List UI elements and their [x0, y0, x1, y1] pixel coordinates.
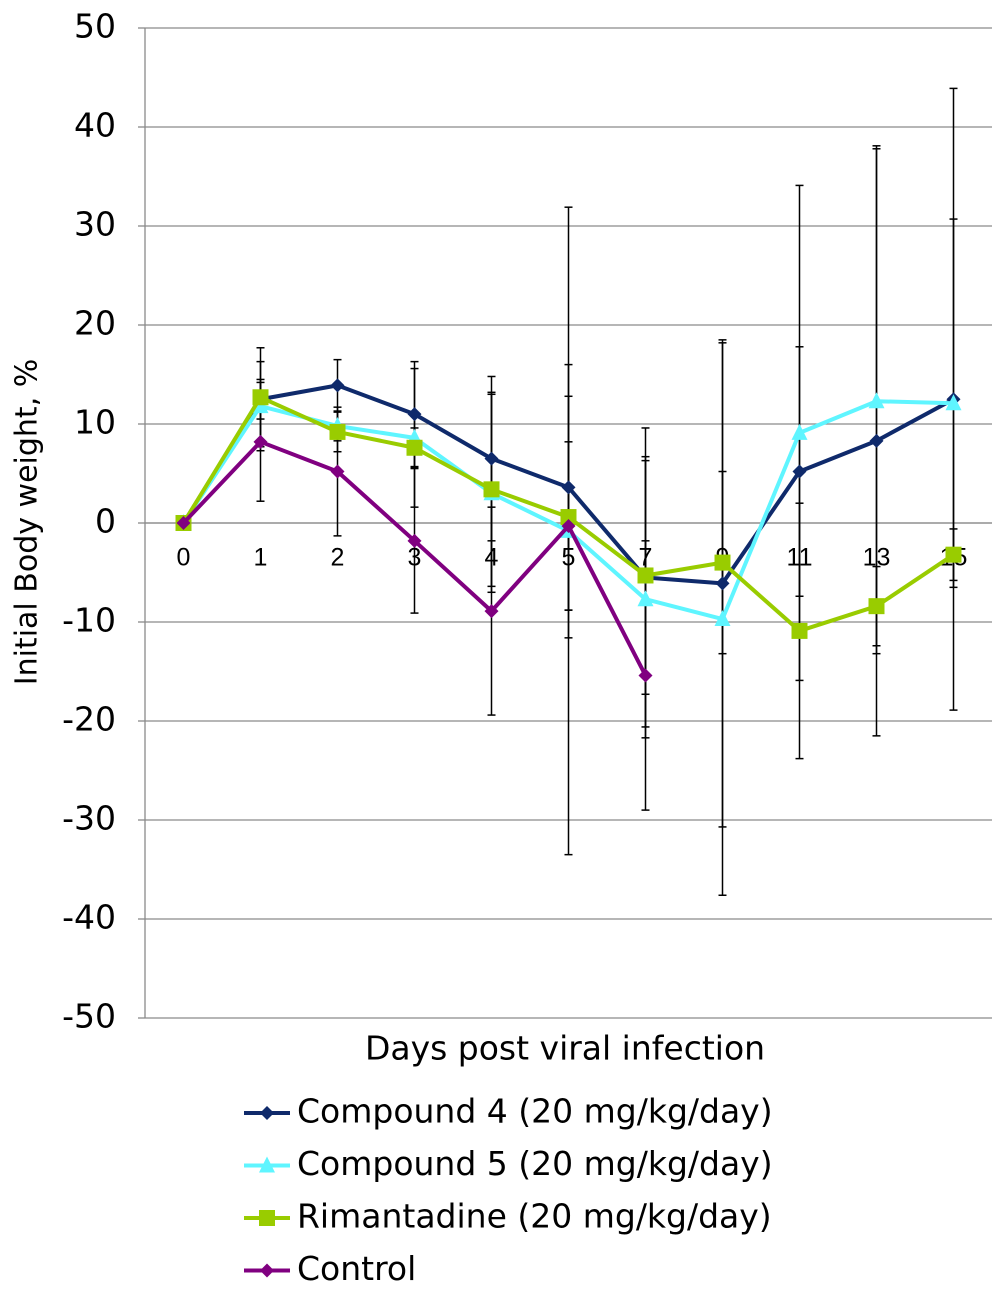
y-tick-label: -30: [62, 799, 116, 838]
marker: [406, 439, 423, 456]
y-tick-label: 20: [74, 304, 116, 343]
marker: [176, 516, 191, 530]
x-axis-label: Days post viral infection: [365, 1029, 765, 1068]
marker: [483, 481, 500, 498]
y-tick-label: 10: [74, 403, 116, 442]
marker: [945, 394, 962, 411]
marker: [791, 423, 808, 440]
legend-marker: [259, 1156, 275, 1173]
x-tick-label: 0: [177, 544, 191, 572]
y-tick-label: -50: [62, 997, 116, 1036]
marker: [407, 533, 422, 548]
marker: [330, 464, 345, 479]
marker: [715, 576, 730, 591]
marker: [407, 407, 422, 422]
marker: [638, 668, 653, 683]
legend-marker: [260, 1263, 274, 1278]
marker: [869, 433, 884, 448]
marker: [714, 610, 731, 627]
y-tick-label: 50: [74, 7, 116, 46]
marker: [329, 423, 346, 440]
marker: [560, 509, 577, 526]
marker: [561, 518, 576, 533]
marker: [253, 434, 268, 449]
marker: [330, 378, 345, 393]
y-tick-label: -10: [62, 601, 116, 640]
legend-marker: [259, 1210, 275, 1226]
x-tick-label: 1: [254, 544, 268, 572]
marker: [868, 392, 885, 409]
y-tick-label: 40: [74, 106, 116, 145]
y-tick-label: -40: [62, 898, 116, 937]
x-tick-label: 2: [331, 544, 345, 572]
marker: [484, 451, 499, 466]
legend-label: Compound 5 (20 mg/kg/day): [297, 1144, 773, 1183]
legend-label: Control: [297, 1249, 416, 1288]
legend-label: Compound 4 (20 mg/kg/day): [297, 1092, 773, 1131]
y-tick-label: -20: [62, 700, 116, 739]
marker: [714, 554, 731, 571]
marker: [791, 622, 808, 639]
legend-marker: [260, 1106, 274, 1120]
marker: [252, 389, 269, 406]
y-axis-label: Initial Body weight, %: [10, 359, 45, 686]
y-tick-label: 30: [74, 205, 116, 244]
legend-label: Rimantadine (20 mg/kg/day): [297, 1197, 772, 1236]
marker: [561, 480, 576, 495]
marker: [868, 598, 885, 615]
marker: [637, 590, 654, 607]
marker: [945, 546, 962, 563]
marker: [637, 567, 654, 584]
marker: [792, 464, 807, 479]
marker: [484, 604, 499, 619]
y-tick-label: 0: [95, 502, 116, 541]
